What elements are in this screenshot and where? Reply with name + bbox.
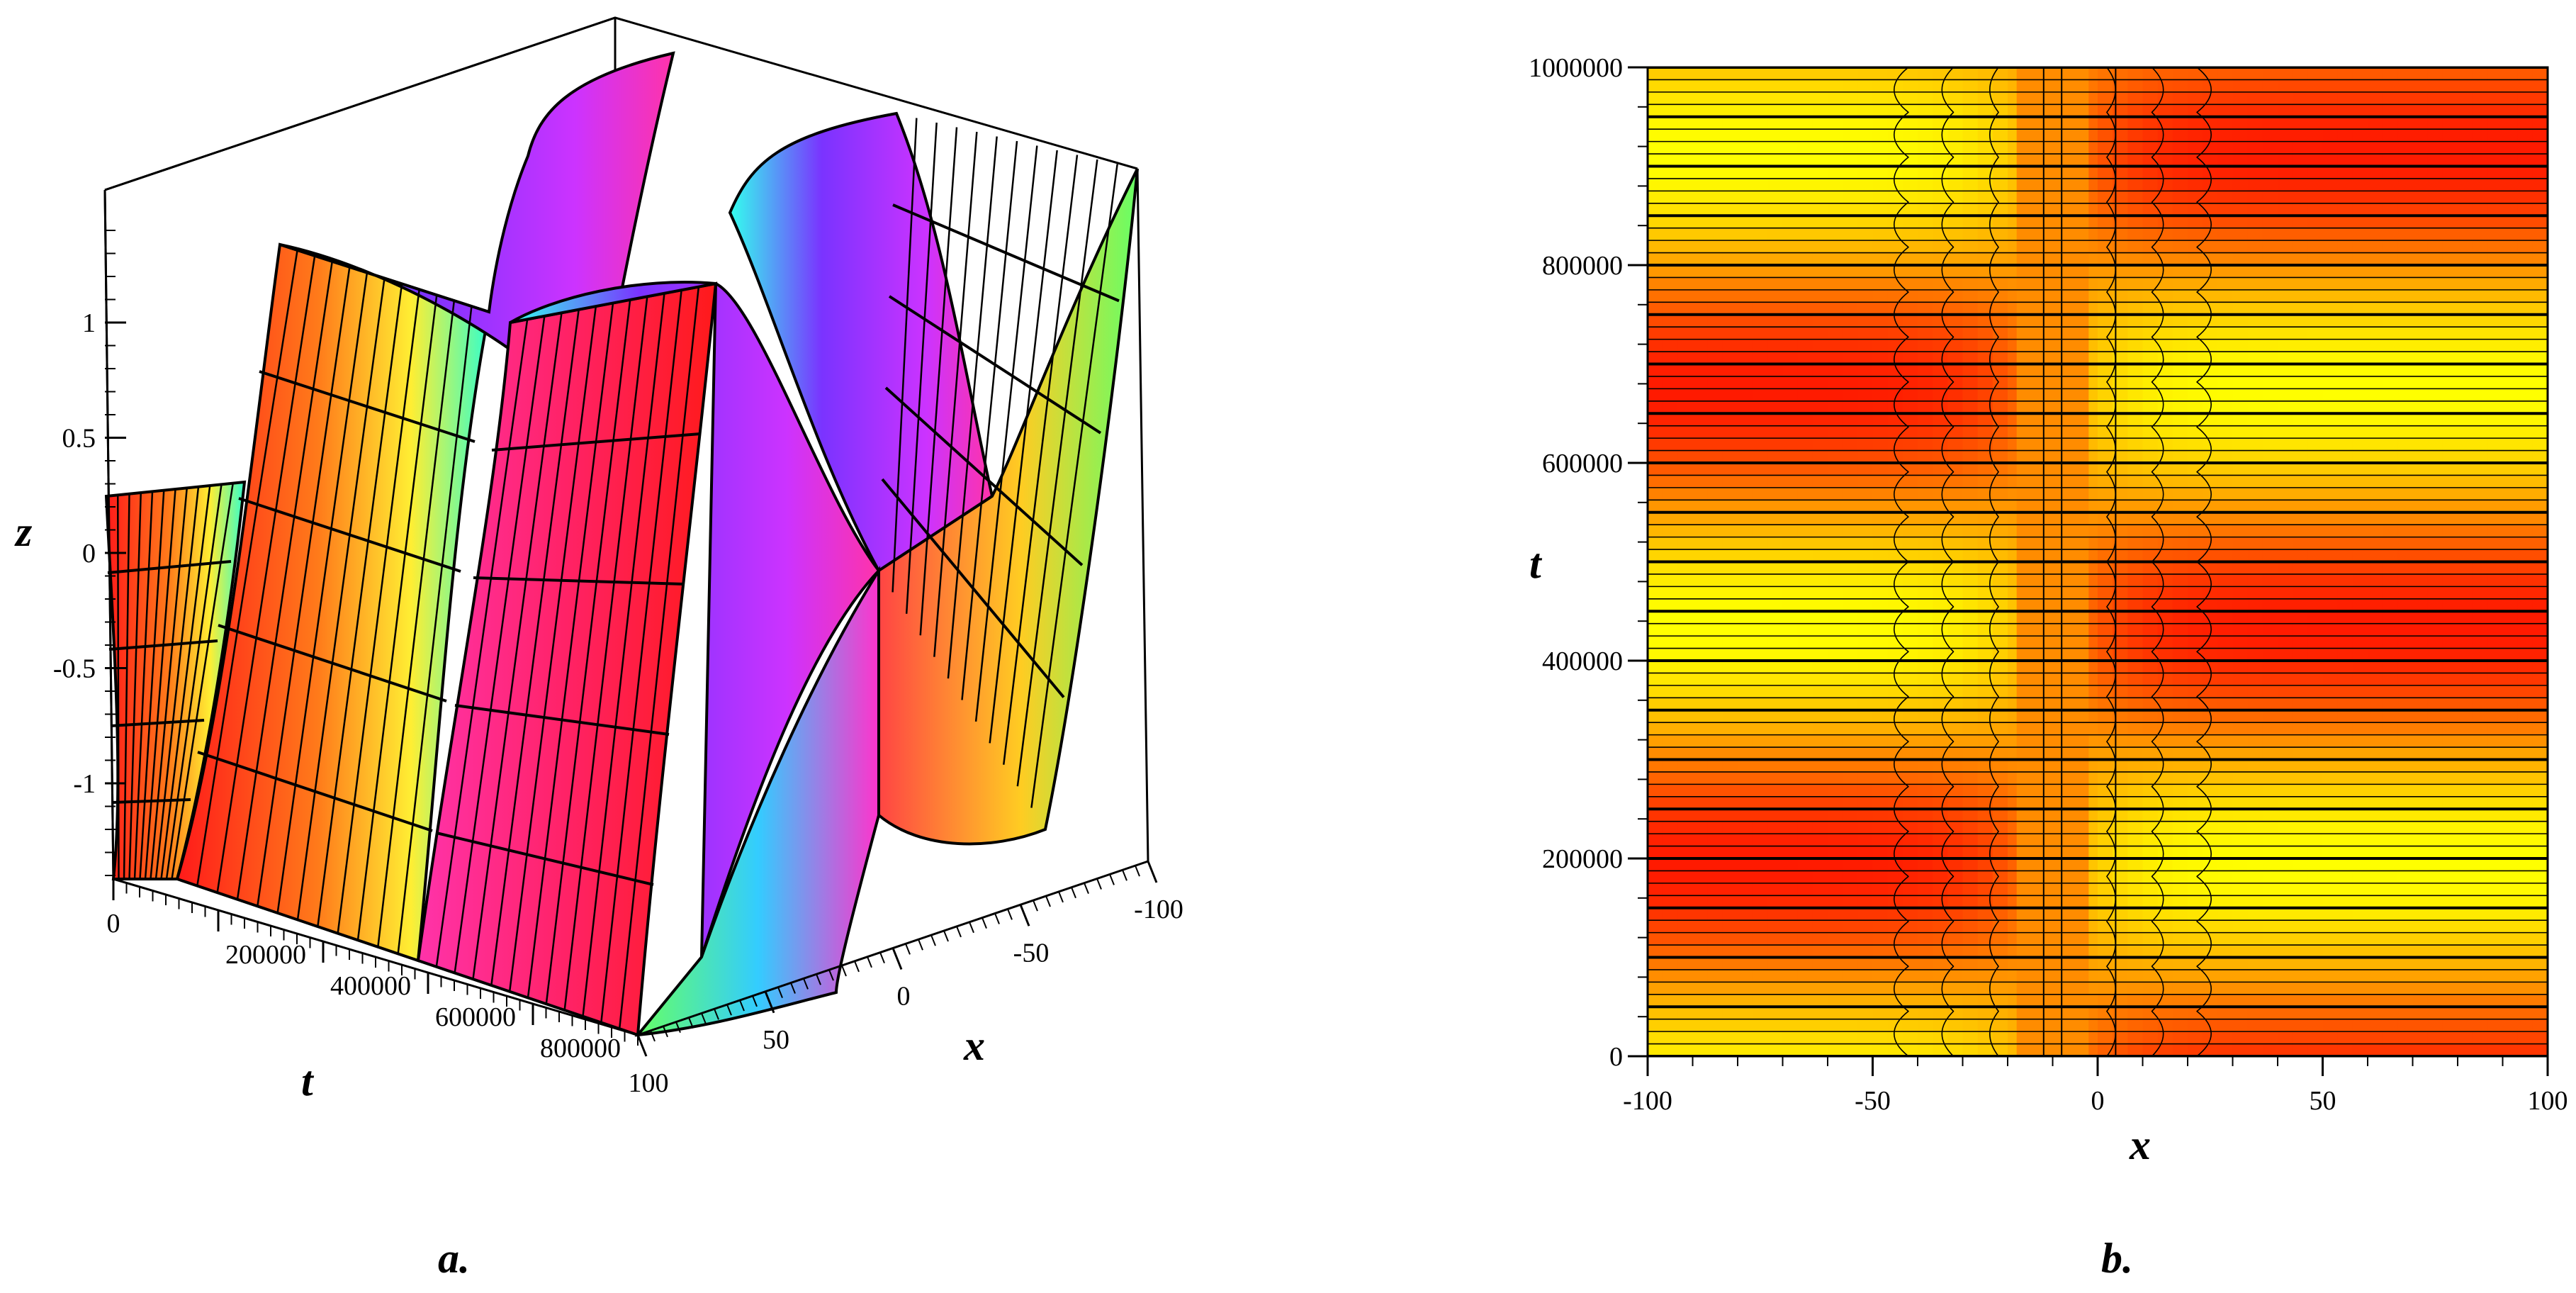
- b-y-tick-label: 800000: [1542, 251, 1623, 281]
- t-tick-label: 600000: [435, 1002, 516, 1032]
- b-x-tick-label: 50: [2310, 1086, 2336, 1116]
- panel-b-contour-fill: [1648, 67, 2548, 1056]
- b-y-tick-label: 200000: [1542, 844, 1623, 874]
- panel-b-x-axis: -100 -50 0 50 100: [1623, 1056, 2568, 1116]
- z-tick-label: 1: [82, 308, 96, 338]
- x-tick-label: -100: [1134, 895, 1183, 924]
- b-x-tick-label: 0: [2091, 1086, 2105, 1116]
- panel-a-t-label: t: [301, 1058, 315, 1104]
- panel-b-caption: b.: [2101, 1235, 2133, 1282]
- panel-b-contour-plot: -100 -50 0 50 100 0 200000 400000 600000 800000 1…: [1529, 53, 2568, 1282]
- b-y-tick-label: 1000000: [1529, 53, 1623, 83]
- surface-band-8: [634, 565, 880, 1037]
- x-tick-label: 0: [897, 982, 911, 1012]
- panel-b-x-label: x: [2129, 1121, 2151, 1168]
- b-x-tick-label: -100: [1623, 1086, 1672, 1116]
- surface-band-5: [509, 281, 881, 958]
- t-tick-label: 400000: [330, 971, 411, 1001]
- panel-a-t-axis: 0 200000 400000 600000 800000: [107, 879, 639, 1063]
- panel-a-mesh: [107, 118, 1120, 1029]
- z-tick-label: 0.5: [62, 424, 96, 454]
- panel-a-z-label: z: [14, 508, 33, 555]
- surface-band-6: [728, 111, 994, 573]
- t-tick-label: 200000: [225, 940, 306, 970]
- panel-a-x-label: x: [963, 1022, 985, 1069]
- panel-b-y-axis: 0 200000 400000 600000 800000 1000000: [1529, 53, 1648, 1072]
- panel-a-z-axis: 1 0.5 0 -0.5 -1: [53, 189, 126, 880]
- x-tick-label: -50: [1013, 938, 1050, 968]
- b-y-tick-label: 400000: [1542, 646, 1623, 676]
- b-x-tick-label: -50: [1855, 1086, 1891, 1116]
- t-tick-label: 0: [107, 909, 120, 939]
- x-tick-label: 50: [763, 1025, 789, 1055]
- t-tick-label: 800000: [540, 1034, 621, 1063]
- panel-b-contour-lines: [1648, 67, 2548, 1056]
- b-y-tick-label: 0: [1609, 1042, 1623, 1072]
- z-tick-label: -1: [73, 769, 96, 799]
- panel-a-caption: a.: [438, 1235, 470, 1282]
- panel-b-y-label: t: [1529, 540, 1543, 587]
- z-tick-label: -0.5: [53, 654, 96, 684]
- x-tick-label: 100: [629, 1068, 669, 1098]
- b-y-tick-label: 600000: [1542, 449, 1623, 478]
- z-tick-label: 0: [82, 539, 96, 569]
- surface-band-7: [877, 168, 1139, 846]
- b-x-tick-label: 100: [2528, 1086, 2568, 1116]
- panel-a-surface-plot: 1 0.5 0 -0.5 -1 0 200000 400000 600000 800000 -1…: [14, 16, 1183, 1282]
- panel-a-x-axis: -100 -50 0 50 100: [629, 861, 1183, 1098]
